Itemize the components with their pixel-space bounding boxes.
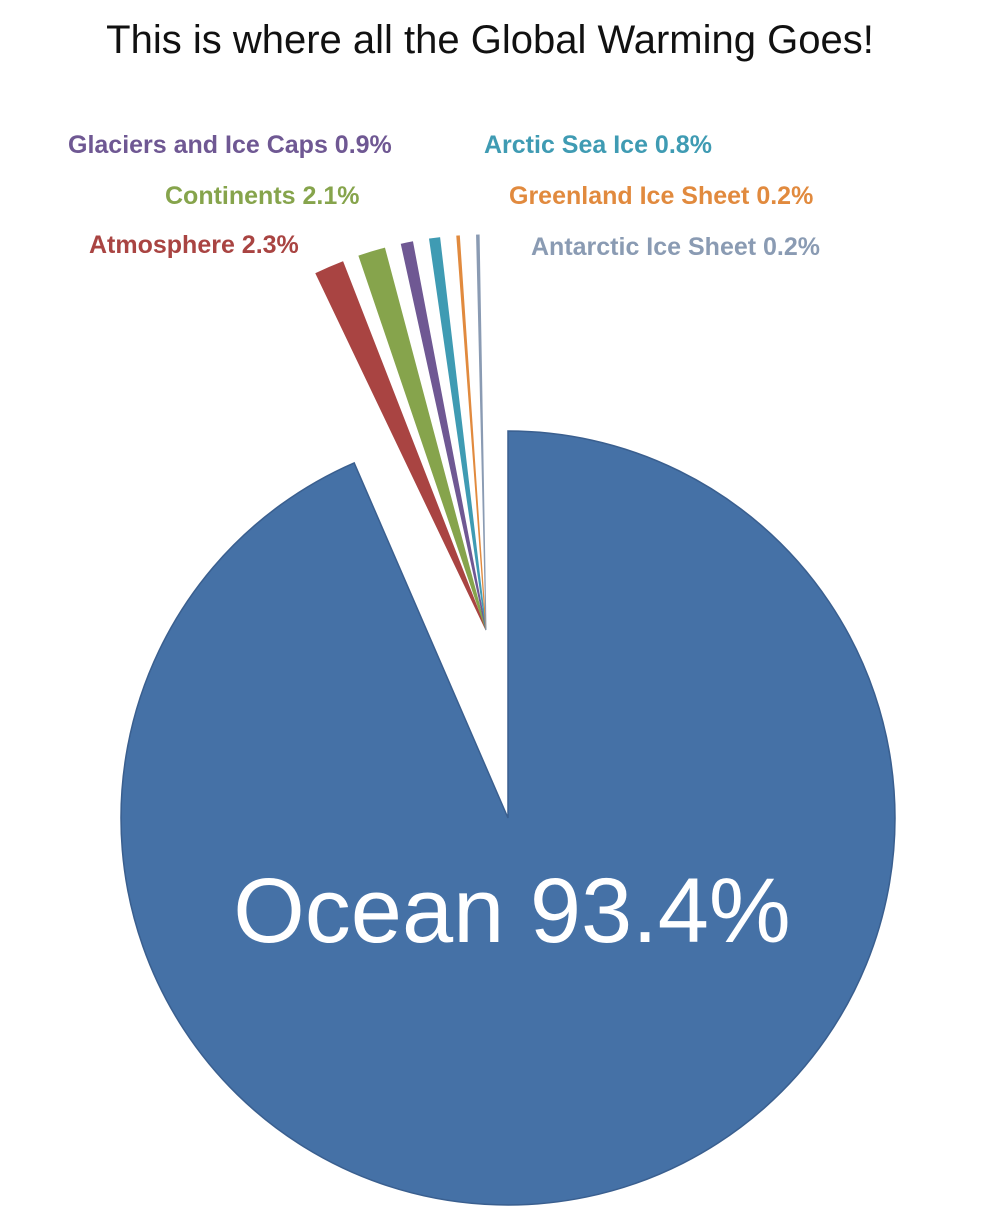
pie-slice-continents bbox=[358, 247, 487, 631]
slice-label-ocean: Ocean 93.4% bbox=[233, 860, 790, 962]
pie-slice-glaciers-and-ice-caps bbox=[400, 241, 487, 631]
slice-label-continents: Continents 2.1% bbox=[165, 182, 359, 210]
pie-slice-atmosphere bbox=[315, 261, 487, 631]
pie-slice-greenland-ice-sheet bbox=[456, 235, 487, 631]
pie-slice-arctic-sea-ice bbox=[428, 237, 487, 631]
pie-slice-antarctic-ice-sheet bbox=[476, 234, 487, 631]
slice-label-atmosphere: Atmosphere 2.3% bbox=[89, 231, 299, 259]
slice-label-greenland-ice-sheet: Greenland Ice Sheet 0.2% bbox=[509, 182, 813, 210]
chart-title: This is where all the Global Warming Goe… bbox=[106, 18, 874, 62]
pie-slice-ocean bbox=[120, 430, 896, 1206]
slice-label-antarctic-ice-sheet: Antarctic Ice Sheet 0.2% bbox=[531, 233, 820, 261]
slice-label-glaciers-and-ice-caps: Glaciers and Ice Caps 0.9% bbox=[68, 131, 392, 159]
slice-label-arctic-sea-ice: Arctic Sea Ice 0.8% bbox=[484, 131, 712, 159]
